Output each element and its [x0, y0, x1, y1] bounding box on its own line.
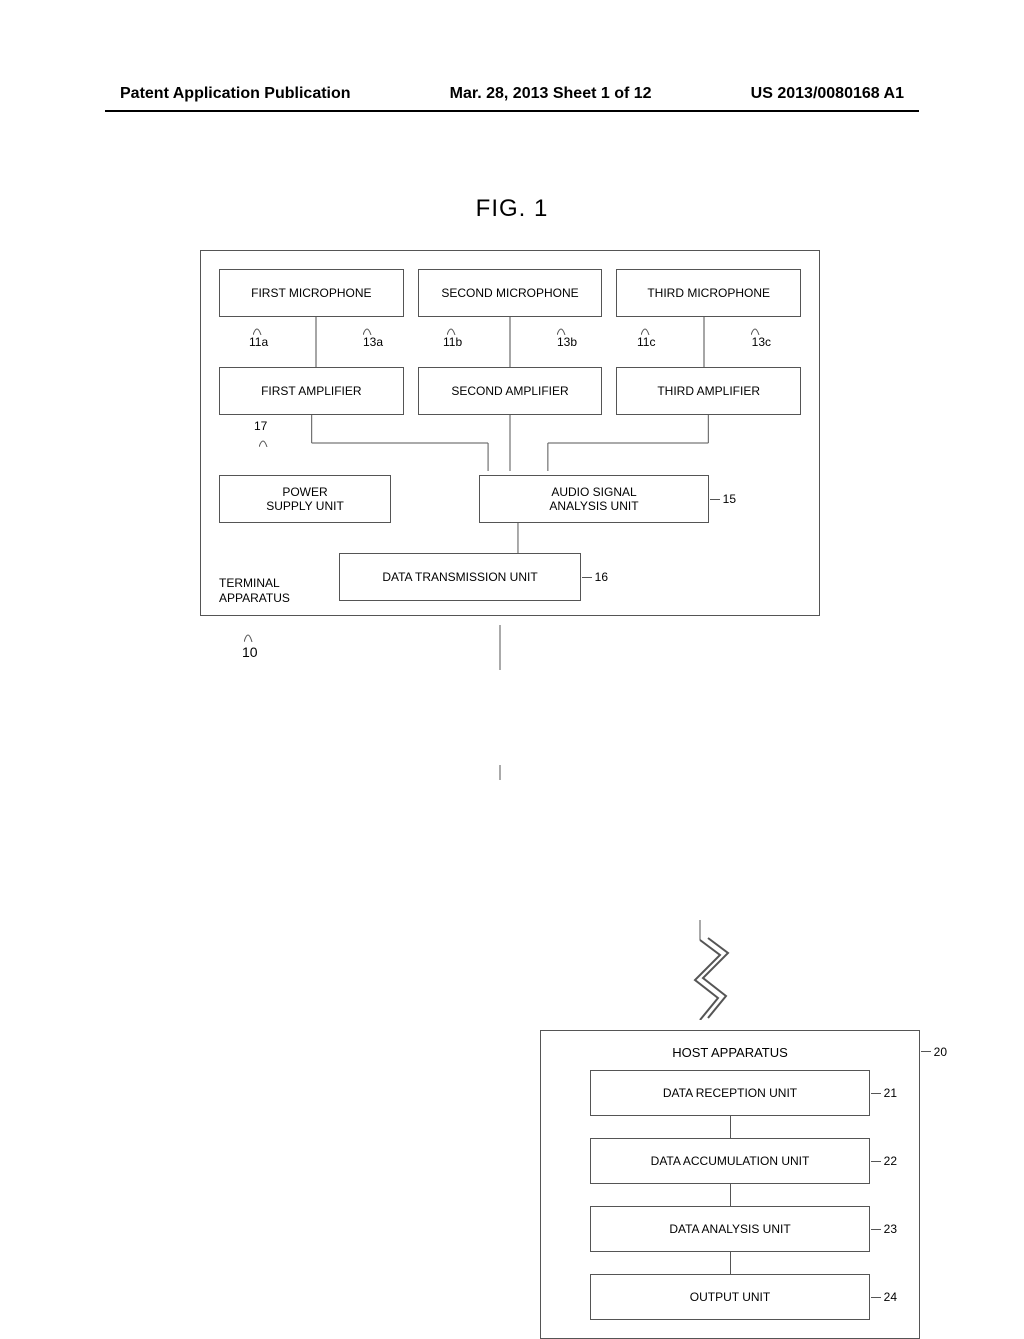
header-left: Patent Application Publication [120, 85, 351, 103]
ref-13c: 13c [752, 335, 771, 349]
ref-11a: 11a [249, 335, 268, 349]
microphone-row: FIRST MICROPHONE SECOND MICROPHONE THIRD… [219, 269, 801, 317]
terminal-label: TERMINAL APPARATUS [219, 576, 290, 605]
data-analysis-unit-block: DATA ANALYSIS UNIT 23 [590, 1206, 870, 1252]
wireless-icon [690, 920, 740, 1020]
diagram-container: FIRST MICROPHONE SECOND MICROPHONE THIRD… [200, 250, 840, 616]
ref-23: 23 [884, 1222, 897, 1236]
wireless-to-host-line [200, 765, 820, 785]
header-center: Mar. 28, 2013 Sheet 1 of 12 [450, 85, 652, 103]
data-transmission-unit-block: DATA TRANSMISSION UNIT 16 [339, 553, 581, 601]
host-connector-1 [730, 1116, 731, 1138]
ref-10-leader [244, 628, 260, 642]
data-transmission-row: DATA TRANSMISSION UNIT 16 [219, 553, 801, 601]
amplifier-row: FIRST AMPLIFIER SECOND AMPLIFIER THIRD A… [219, 367, 801, 415]
power-supply-unit-block: POWER SUPPLY UNIT [219, 475, 391, 523]
ref-10: 10 [242, 644, 258, 660]
third-amplifier-block: THIRD AMPLIFIER [616, 367, 801, 415]
third-microphone-block: THIRD MICROPHONE [616, 269, 801, 317]
amp-to-asa-connectors: 17 [219, 415, 801, 471]
ref-22: 22 [884, 1154, 897, 1168]
ref-21: 21 [884, 1086, 897, 1100]
terminal-apparatus-box: FIRST MICROPHONE SECOND MICROPHONE THIRD… [200, 250, 820, 616]
host-connector-3 [730, 1252, 731, 1274]
data-accumulation-unit-block: DATA ACCUMULATION UNIT 22 [590, 1138, 870, 1184]
header-right: US 2013/0080168 A1 [751, 85, 904, 103]
header-underline [105, 110, 919, 112]
ref-17: 17 [254, 419, 267, 433]
first-amplifier-block: FIRST AMPLIFIER [219, 367, 404, 415]
second-microphone-block: SECOND MICROPHONE [418, 269, 603, 317]
dtu-out-line [200, 625, 820, 675]
second-amplifier-block: SECOND AMPLIFIER [418, 367, 603, 415]
figure-title: FIG. 1 [0, 195, 1024, 223]
ref-13a: 13a [363, 335, 383, 349]
host-apparatus-box: HOST APPARATUS 20 DATA RECEPTION UNIT 21… [540, 1030, 920, 1339]
ref-20: 20 [934, 1045, 947, 1059]
ref-11c: 11c [637, 335, 655, 349]
data-reception-unit-block: DATA RECEPTION UNIT 21 [590, 1070, 870, 1116]
first-microphone-block: FIRST MICROPHONE [219, 269, 404, 317]
output-unit-block: OUTPUT UNIT 24 [590, 1274, 870, 1320]
ref-16: 16 [595, 570, 608, 584]
host-connector-2 [730, 1184, 731, 1206]
mic-amp-refs: 11a 13a 11b 13b 11c 13c [219, 317, 801, 367]
ref-11b: 11b [443, 335, 462, 349]
ref-24: 24 [884, 1290, 897, 1304]
ref-15: 15 [723, 492, 736, 506]
asa-to-dtu-connector [219, 523, 801, 553]
power-asa-row: POWER SUPPLY UNIT AUDIO SIGNAL ANALYSIS … [219, 475, 801, 523]
audio-signal-analysis-unit-block: AUDIO SIGNAL ANALYSIS UNIT 15 [479, 475, 709, 523]
ref-13b: 13b [557, 335, 577, 349]
page-header: Patent Application Publication Mar. 28, … [0, 85, 1024, 103]
host-title: HOST APPARATUS [559, 1045, 901, 1060]
